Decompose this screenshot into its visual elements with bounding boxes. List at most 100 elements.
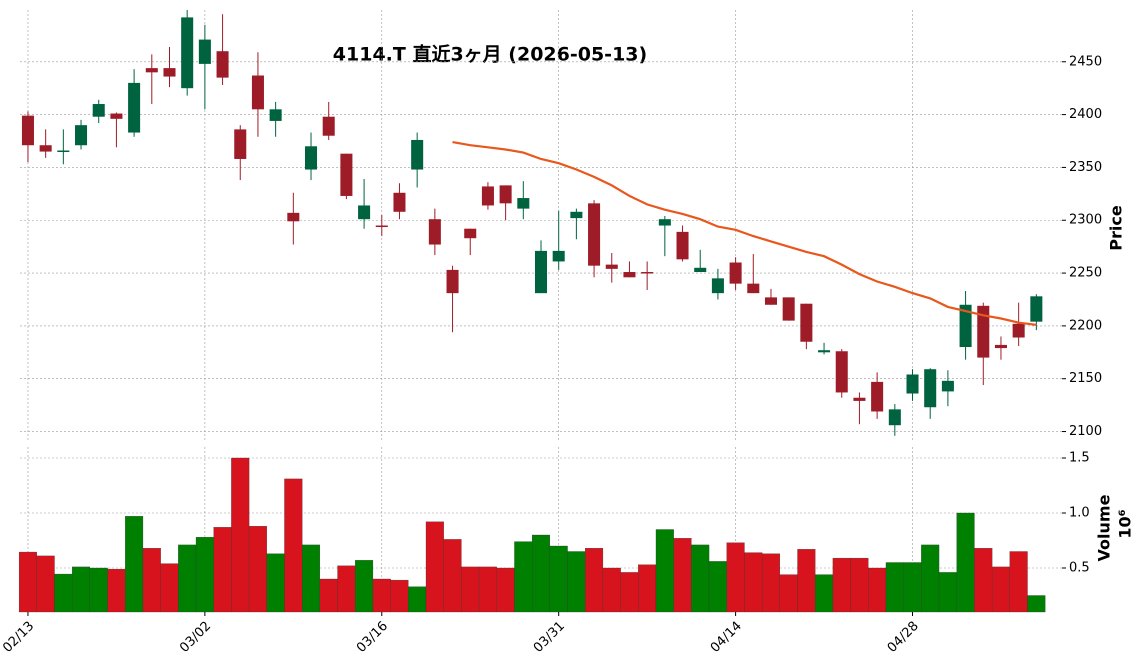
candle-body (694, 267, 707, 273)
candle-body (1012, 323, 1025, 338)
candle-body (623, 272, 636, 278)
candle-body (658, 219, 671, 226)
candle-body (676, 231, 689, 260)
candle-body (711, 278, 724, 294)
candle-body (464, 228, 477, 239)
candle-body (269, 109, 282, 121)
y-tick-label: 2250 (1069, 266, 1102, 281)
candle-body (906, 374, 919, 394)
candle-body (322, 116, 335, 136)
candle-body (888, 409, 901, 426)
candle-body (853, 397, 866, 401)
volume-bar (337, 565, 356, 613)
candle-body (145, 68, 158, 73)
volume-bar (248, 526, 267, 613)
volume-bar (602, 567, 621, 613)
volume-bar (514, 541, 533, 613)
candle-body (534, 250, 548, 294)
volume-bar (443, 539, 462, 613)
volume-bar (956, 512, 975, 613)
volume-bar (620, 572, 639, 613)
volume-bar (231, 457, 250, 613)
candle-body (517, 198, 530, 209)
volume-bar (142, 548, 161, 613)
candle-body (234, 129, 247, 159)
volume-bar (921, 544, 940, 613)
candle-body (375, 225, 388, 228)
volume-bar (302, 544, 321, 613)
volume-bar (708, 561, 727, 613)
candle-body (994, 344, 1007, 349)
volume-bar (991, 566, 1010, 613)
candle-body (552, 250, 565, 262)
candle-body (446, 269, 459, 294)
volume-bar (355, 560, 374, 613)
volume-bar (549, 545, 568, 613)
volume-bar (425, 521, 444, 613)
candle-body (181, 17, 194, 89)
volume-axis-label: Volume (1095, 494, 1114, 561)
candle-body (959, 304, 972, 348)
candle-body (57, 150, 70, 153)
y-tick-label: 2100 (1069, 424, 1102, 439)
candle-body (1030, 296, 1043, 322)
volume-bar (390, 579, 409, 613)
chart-title: 4114.T 直近3ヶ月 (2026-05-13) (333, 43, 647, 66)
volume-bar (266, 553, 285, 613)
candle-body (305, 146, 318, 170)
volume-bar (107, 568, 126, 613)
volume-bar (72, 566, 91, 613)
candle-body (428, 219, 441, 245)
candle-body (764, 297, 777, 305)
volume-bar (885, 562, 904, 613)
volume-bar (284, 478, 303, 613)
candle-body (605, 264, 618, 269)
candle-body (924, 369, 937, 408)
candle-body (393, 192, 406, 212)
volume-bar (478, 566, 497, 613)
volume-bar (1009, 551, 1028, 613)
volume-bar (974, 548, 993, 613)
volume-bar (638, 564, 657, 613)
volume-bar (797, 549, 816, 613)
x-tick-label: 02/13 (0, 619, 37, 656)
volume-bar (1027, 595, 1046, 613)
candle-body (251, 75, 264, 110)
x-tick-label: 04/14 (708, 619, 745, 656)
y-tick-label: 2300 (1069, 213, 1102, 228)
x-tick-label: 03/02 (177, 619, 214, 656)
candle-body (340, 153, 353, 196)
volume-bar (160, 563, 179, 613)
moving-average-line (452, 141, 1037, 326)
y-tick-label: 2200 (1069, 318, 1102, 333)
volume-bar (36, 555, 55, 613)
volume-bar (761, 553, 780, 613)
candle-body (499, 185, 512, 204)
candle-body (588, 203, 601, 266)
volume-offset-label: 10⁶ (1116, 509, 1135, 538)
y-tick-label: 2400 (1069, 107, 1102, 122)
y-tick-label: 1.0 (1069, 506, 1090, 521)
candle-body (128, 82, 141, 133)
volume-bar (461, 566, 480, 613)
volume-bar (779, 574, 798, 613)
x-tick-label: 04/28 (885, 619, 922, 656)
volume-bar (496, 567, 515, 613)
candle-body (39, 145, 52, 152)
volume-bar (726, 542, 745, 613)
y-tick-label: 0.5 (1069, 561, 1090, 576)
volume-bar (655, 529, 674, 613)
volume-bar (125, 516, 144, 613)
candle-body (110, 113, 123, 119)
candle-body (747, 283, 760, 294)
volume-bar (691, 544, 710, 613)
volume-bar (178, 544, 197, 613)
volume-bar (213, 527, 232, 613)
y-tick-label: 2450 (1069, 54, 1102, 69)
candle-body (287, 212, 300, 222)
volume-bar (195, 537, 214, 613)
y-tick-label: 2350 (1069, 160, 1102, 175)
candle-body (729, 262, 742, 284)
volume-bar (585, 548, 604, 613)
volume-bar (868, 567, 887, 613)
